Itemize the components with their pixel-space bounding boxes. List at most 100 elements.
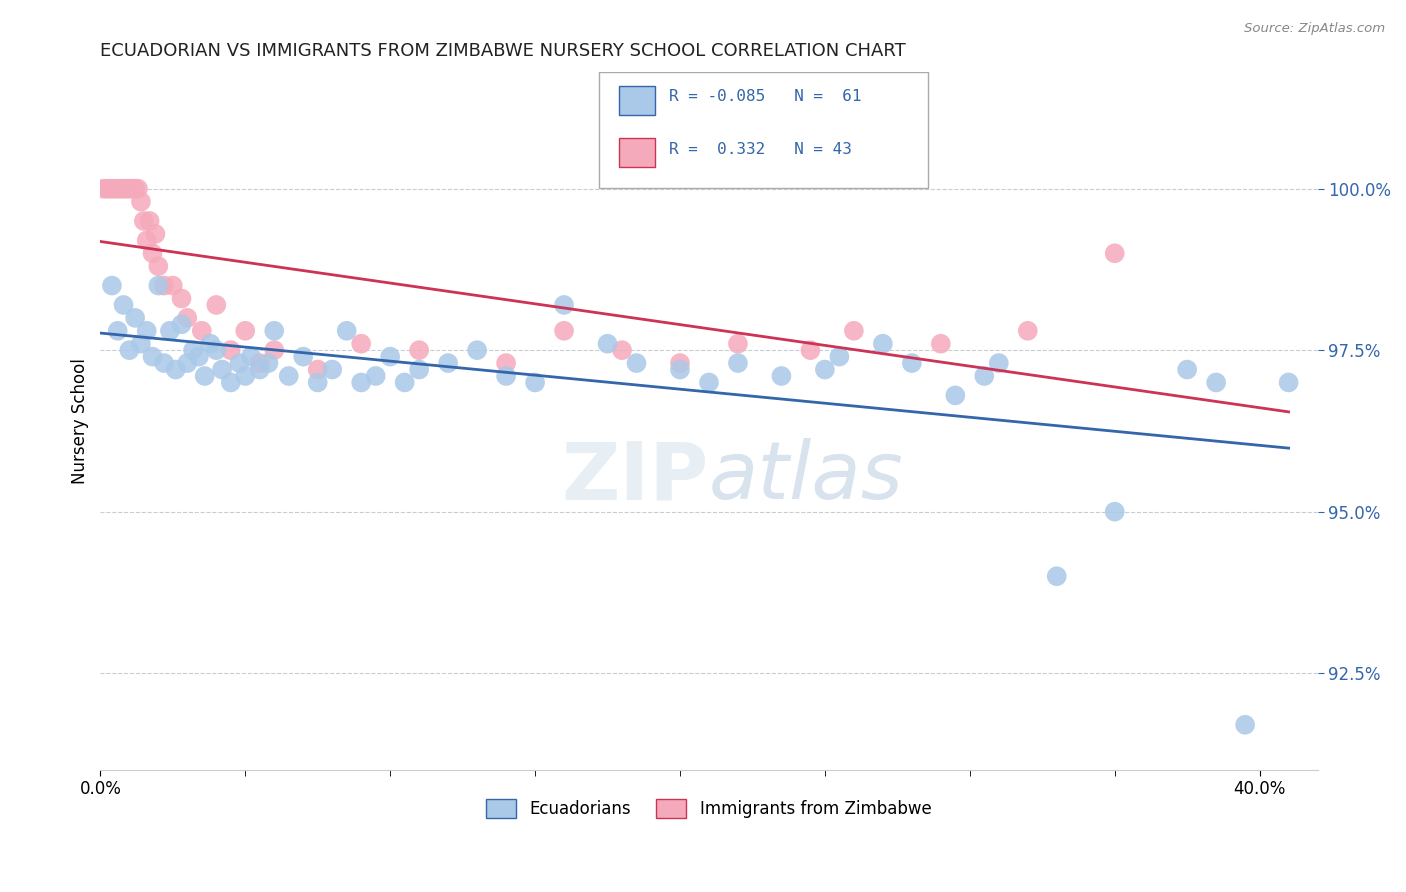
Point — [257, 356, 280, 370]
Point — [1104, 246, 1126, 260]
Point — [112, 298, 135, 312]
Point — [350, 336, 373, 351]
Point — [159, 324, 181, 338]
Point — [814, 362, 837, 376]
Point — [153, 278, 176, 293]
Point — [91, 182, 114, 196]
Point — [973, 369, 995, 384]
Point — [110, 182, 132, 196]
Point — [495, 369, 517, 384]
Point — [610, 343, 633, 358]
Point — [233, 324, 256, 338]
Point — [770, 369, 793, 384]
Point — [141, 246, 163, 260]
Point — [104, 182, 127, 196]
Point — [1205, 376, 1227, 390]
Point — [626, 356, 648, 370]
Point — [135, 233, 157, 247]
Point — [98, 182, 121, 196]
FancyBboxPatch shape — [619, 86, 655, 115]
Point — [124, 182, 146, 196]
Point — [307, 362, 329, 376]
Point — [901, 356, 924, 370]
Point — [240, 350, 263, 364]
Point — [1046, 569, 1069, 583]
Point — [107, 324, 129, 338]
Point — [799, 343, 821, 358]
Point — [408, 362, 430, 376]
Point — [132, 214, 155, 228]
Point — [148, 259, 170, 273]
Point — [200, 336, 222, 351]
Point — [842, 324, 865, 338]
Point — [129, 336, 152, 351]
Point — [249, 356, 271, 370]
Point — [727, 356, 749, 370]
Point — [307, 376, 329, 390]
Point — [94, 182, 117, 196]
Point — [211, 362, 233, 376]
Point — [350, 376, 373, 390]
Text: R =  0.332   N = 43: R = 0.332 N = 43 — [669, 142, 852, 157]
Text: ZIP: ZIP — [562, 438, 709, 516]
Point — [145, 227, 167, 241]
Point — [170, 292, 193, 306]
Y-axis label: Nursery School: Nursery School — [72, 359, 89, 484]
Point — [697, 376, 720, 390]
Point — [872, 336, 894, 351]
Point — [194, 369, 217, 384]
Point — [219, 376, 242, 390]
Point — [524, 376, 547, 390]
Point — [394, 376, 416, 390]
Point — [465, 343, 488, 358]
Point — [292, 350, 315, 364]
Point — [408, 343, 430, 358]
Point — [233, 369, 256, 384]
Point — [121, 182, 143, 196]
Point — [101, 182, 124, 196]
Point — [129, 194, 152, 209]
Point — [336, 324, 359, 338]
Point — [263, 324, 285, 338]
Point — [118, 343, 141, 358]
Point — [321, 362, 343, 376]
Point — [118, 182, 141, 196]
Point — [669, 356, 692, 370]
Point — [153, 356, 176, 370]
Point — [1175, 362, 1198, 376]
Point — [553, 324, 575, 338]
Point — [138, 214, 160, 228]
Point — [669, 362, 692, 376]
Point — [124, 310, 146, 325]
Point — [101, 278, 124, 293]
FancyBboxPatch shape — [619, 138, 655, 168]
Point — [249, 362, 271, 376]
Point — [165, 362, 187, 376]
Text: atlas: atlas — [709, 438, 904, 516]
Point — [929, 336, 952, 351]
Point — [181, 343, 204, 358]
Point — [828, 350, 851, 364]
Point — [987, 356, 1010, 370]
Point — [596, 336, 619, 351]
Text: R = -0.085   N =  61: R = -0.085 N = 61 — [669, 89, 862, 104]
Point — [277, 369, 299, 384]
Point — [205, 343, 228, 358]
Point — [1017, 324, 1039, 338]
Point — [176, 310, 198, 325]
Point — [495, 356, 517, 370]
Text: ECUADORIAN VS IMMIGRANTS FROM ZIMBABWE NURSERY SCHOOL CORRELATION CHART: ECUADORIAN VS IMMIGRANTS FROM ZIMBABWE N… — [100, 42, 905, 60]
Point — [127, 182, 149, 196]
Point — [107, 182, 129, 196]
Point — [727, 336, 749, 351]
Point — [364, 369, 387, 384]
Legend: Ecuadorians, Immigrants from Zimbabwe: Ecuadorians, Immigrants from Zimbabwe — [479, 792, 938, 824]
Point — [943, 388, 966, 402]
Point — [176, 356, 198, 370]
Point — [553, 298, 575, 312]
Point — [1278, 376, 1301, 390]
Point — [112, 182, 135, 196]
Point — [1234, 718, 1257, 732]
Point — [191, 324, 214, 338]
Point — [170, 318, 193, 332]
